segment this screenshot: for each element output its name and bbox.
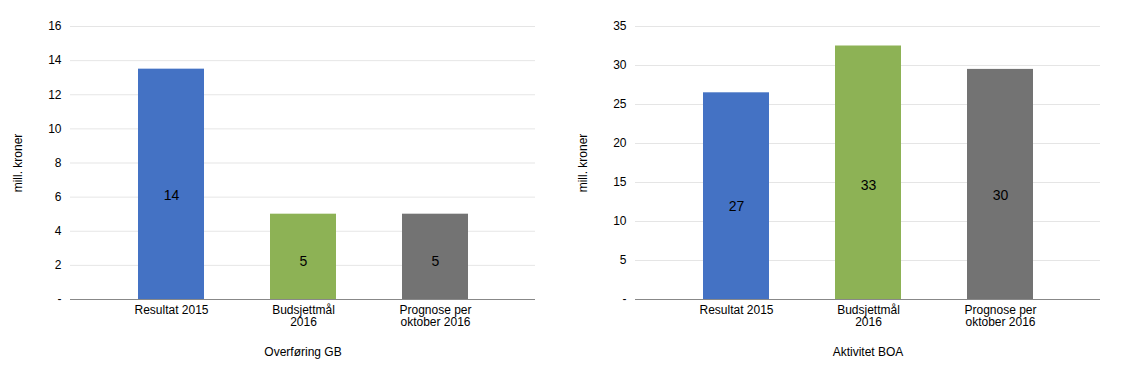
svg-text:5: 5 xyxy=(300,253,308,269)
svg-text:30: 30 xyxy=(613,58,627,72)
svg-text:mill. kroner: mill. kroner xyxy=(576,134,590,193)
svg-text:6: 6 xyxy=(55,190,62,204)
svg-text:25: 25 xyxy=(613,97,627,111)
svg-text:Resultat 2015: Resultat 2015 xyxy=(699,303,773,317)
svg-text:27: 27 xyxy=(729,198,745,214)
svg-text:Prognose peroktober 2016: Prognose peroktober 2016 xyxy=(964,303,1036,329)
svg-text:Prognose peroktober 2016: Prognose peroktober 2016 xyxy=(399,303,471,329)
svg-text:12: 12 xyxy=(48,88,62,102)
svg-text:14: 14 xyxy=(48,53,62,67)
svg-text:Budsjettmål2016: Budsjettmål2016 xyxy=(272,303,335,329)
svg-text:14: 14 xyxy=(164,187,180,203)
svg-text:mill. kroner: mill. kroner xyxy=(11,134,25,193)
svg-text:Budsjettmål2016: Budsjettmål2016 xyxy=(837,303,900,329)
svg-text:2: 2 xyxy=(55,258,62,272)
svg-text:15: 15 xyxy=(613,175,627,189)
svg-text:Resultat 2015: Resultat 2015 xyxy=(134,303,208,317)
svg-text:Aktivitet BOA: Aktivitet BOA xyxy=(833,345,904,359)
svg-text:33: 33 xyxy=(861,177,877,193)
svg-text:8: 8 xyxy=(55,156,62,170)
svg-text:4: 4 xyxy=(55,224,62,238)
svg-text:16: 16 xyxy=(48,19,62,33)
svg-text:35: 35 xyxy=(613,19,627,33)
svg-text:-: - xyxy=(623,292,627,306)
svg-text:30: 30 xyxy=(993,187,1009,203)
svg-text:5: 5 xyxy=(620,253,627,267)
svg-text:10: 10 xyxy=(48,122,62,136)
svg-text:5: 5 xyxy=(432,253,440,269)
svg-text:20: 20 xyxy=(613,136,627,150)
svg-text:10: 10 xyxy=(613,214,627,228)
svg-text:-: - xyxy=(58,292,62,306)
svg-text:Overføring GB: Overføring GB xyxy=(264,345,341,359)
